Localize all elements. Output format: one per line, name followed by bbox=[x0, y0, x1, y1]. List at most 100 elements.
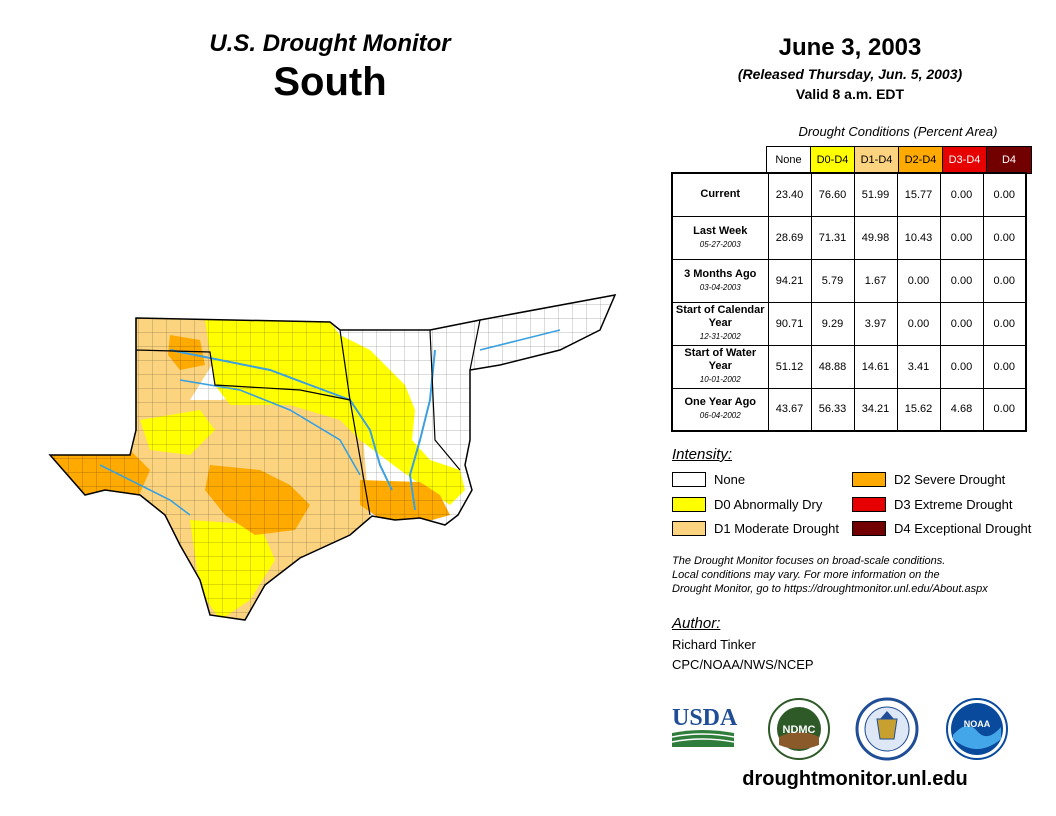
table-cell: 10.43 bbox=[896, 215, 941, 260]
table-cell: 56.33 bbox=[810, 387, 855, 432]
map-title-block: U.S. Drought Monitor South bbox=[180, 30, 480, 105]
row-label: Current bbox=[671, 172, 769, 217]
legend-item: None bbox=[672, 472, 745, 487]
table-row: One Year Ago 06-04-2002 43.67 56.33 34.21 15.… bbox=[671, 387, 1027, 432]
author-org: CPC/NOAA/NWS/NCEP bbox=[672, 657, 814, 672]
legend-label: None bbox=[714, 472, 746, 487]
table-cell: 0.00 bbox=[939, 344, 984, 389]
website-link[interactable]: droughtmonitor.unl.edu bbox=[742, 768, 968, 790]
mississippi-river bbox=[408, 349, 436, 511]
release-date: (Released Thursday, Jun. 5, 2003) bbox=[737, 66, 963, 82]
legend-swatch bbox=[672, 497, 706, 512]
legend-item: D2 Severe Drought bbox=[852, 472, 1005, 487]
table-cell: 3.41 bbox=[896, 344, 941, 389]
brazos-river bbox=[179, 379, 361, 476]
table-header: None D0-D4 D1-D4 D2-D4 D3-D4 D4 bbox=[766, 146, 1032, 174]
drought-conditions-table: Current 23.40 76.60 51.99 15.77 0.00 0.00 Last … bbox=[671, 172, 1027, 432]
table-cell: 15.62 bbox=[896, 387, 941, 432]
table-cell: 3.97 bbox=[853, 301, 898, 346]
row-label-text: Last Week bbox=[693, 224, 748, 237]
row-label: One Year Ago 06-04-2002 bbox=[671, 387, 769, 432]
author-name: Richard Tinker bbox=[672, 637, 756, 652]
table-cell: 0.00 bbox=[896, 301, 941, 346]
row-label: Start of Water Year 10-01-2002 bbox=[671, 344, 769, 389]
table-cell: 0.00 bbox=[939, 258, 984, 303]
table-cell: 76.60 bbox=[810, 172, 855, 217]
table-cell: 51.99 bbox=[853, 172, 898, 217]
row-date: 03-04-2003 bbox=[699, 282, 741, 292]
row-label-text: One Year Ago bbox=[684, 396, 757, 409]
legend-item: D3 Extreme Drought bbox=[852, 497, 1013, 512]
row-label: Last Week 05-27-2003 bbox=[671, 215, 769, 260]
table-row: Start of Water Year 10-01-2002 51.12 48.88 1… bbox=[671, 344, 1027, 389]
row-label-text: Start of Calendar Year bbox=[675, 304, 765, 329]
row-label: Start of Calendar Year 12-31-2002 bbox=[671, 301, 769, 346]
table-cell: 49.98 bbox=[853, 215, 898, 260]
map-title: U.S. Drought Monitor bbox=[209, 30, 451, 57]
note-line-3: Drought Monitor, go to https://droughtmo… bbox=[672, 583, 988, 595]
table-cell: 0.00 bbox=[982, 344, 1027, 389]
table-cell: 43.67 bbox=[767, 387, 812, 432]
table-cell: 14.61 bbox=[853, 344, 898, 389]
noaa-logo: NOAA bbox=[946, 698, 1008, 760]
table-cell: 48.88 bbox=[810, 344, 855, 389]
table-cell: 0.00 bbox=[939, 215, 984, 260]
table-row: Last Week 05-27-2003 28.69 71.31 49.98 10.43 0… bbox=[671, 215, 1027, 260]
column-header-d0-d4: D0-D4 bbox=[811, 147, 855, 173]
table-row: 3 Months Ago 03-04-2003 94.21 5.79 1.67 0.00 0… bbox=[671, 258, 1027, 303]
note-line-2: Local conditions may vary. For more info… bbox=[672, 569, 940, 581]
usda-logo: USDA bbox=[671, 705, 738, 747]
agency-logos: USDA NDMC NOAA bbox=[671, 697, 1012, 761]
table-cell: 23.40 bbox=[767, 172, 812, 217]
legend-swatch bbox=[852, 472, 886, 487]
tennessee-river bbox=[479, 329, 561, 351]
map-date: June 3, 2003 bbox=[778, 34, 922, 61]
table-cell: 71.31 bbox=[810, 215, 855, 260]
legend-swatch bbox=[672, 472, 706, 487]
drought-monitor-note: The Drought Monitor focuses on broad-sca… bbox=[672, 554, 1042, 596]
ndmc-logo-text: NDMC bbox=[783, 724, 816, 736]
date-block: June 3, 2003 (Released Thursday, Jun. 5,… bbox=[700, 34, 1000, 102]
red-river bbox=[169, 349, 393, 491]
legend-swatch bbox=[852, 497, 886, 512]
table-cell: 0.00 bbox=[982, 215, 1027, 260]
ndmc-logo: NDMC bbox=[768, 698, 830, 760]
table-cell: 0.00 bbox=[896, 258, 941, 303]
rio-grande bbox=[99, 464, 191, 516]
legend-label: D4 Exceptional Drought bbox=[894, 521, 1032, 536]
table-cell: 0.00 bbox=[939, 301, 984, 346]
legend-label: D1 Moderate Drought bbox=[714, 521, 840, 536]
legend-label: D2 Severe Drought bbox=[894, 472, 1006, 487]
table-cell: 28.69 bbox=[767, 215, 812, 260]
table-cell: 0.00 bbox=[982, 172, 1027, 217]
intensity-title: Intensity: bbox=[672, 446, 733, 463]
table-cell: 1.67 bbox=[853, 258, 898, 303]
column-header-d2-d4: D2-D4 bbox=[899, 147, 943, 173]
state-boundaries bbox=[135, 318, 481, 516]
legend-item: D4 Exceptional Drought bbox=[852, 521, 1031, 536]
table-cell: 15.77 bbox=[896, 172, 941, 217]
noaa-logo-text: NOAA bbox=[964, 719, 991, 729]
table-cell: 34.21 bbox=[853, 387, 898, 432]
table-row: Start of Calendar Year 12-31-2002 90.71 9.2… bbox=[671, 301, 1027, 346]
table-cell: 51.12 bbox=[767, 344, 812, 389]
column-header-none: None bbox=[767, 147, 811, 173]
table-cell: 0.00 bbox=[939, 172, 984, 217]
column-header-d3-d4: D3-D4 bbox=[943, 147, 987, 173]
column-header-d4: D4 bbox=[987, 147, 1031, 173]
row-date: 06-04-2002 bbox=[699, 411, 741, 421]
row-date: 10-01-2002 bbox=[699, 375, 741, 384]
table-cell: 4.68 bbox=[939, 387, 984, 432]
drought-map bbox=[40, 290, 620, 640]
table-cell: 5.79 bbox=[810, 258, 855, 303]
row-label-text: Start of Water Year bbox=[684, 347, 757, 372]
table-cell: 0.00 bbox=[982, 258, 1027, 303]
table-cell: 94.21 bbox=[767, 258, 812, 303]
row-label-text: Current bbox=[700, 188, 741, 201]
table-cell: 0.00 bbox=[982, 301, 1027, 346]
legend-item: D1 Moderate Drought bbox=[672, 521, 839, 536]
note-line-1: The Drought Monitor focuses on broad-sca… bbox=[672, 555, 946, 567]
legend-swatch bbox=[852, 521, 886, 536]
row-date: 05-27-2003 bbox=[699, 239, 741, 249]
author-title: Author: bbox=[672, 615, 721, 632]
